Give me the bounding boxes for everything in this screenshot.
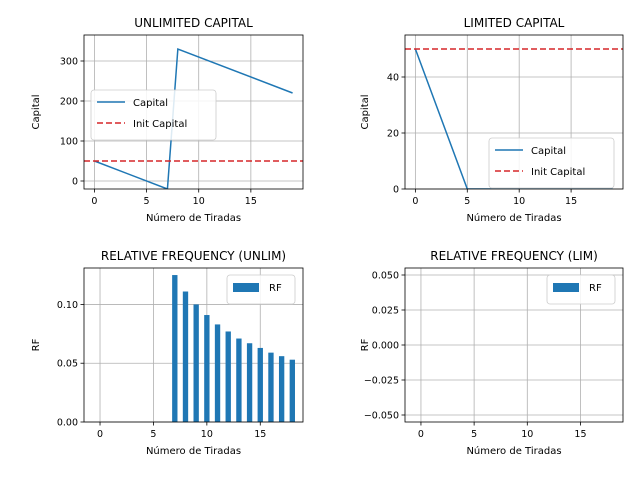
x-tick-label: 5 — [471, 429, 477, 440]
x-tick-label: 10 — [193, 196, 205, 207]
x-tick-label: 0 — [97, 429, 103, 440]
capital-line — [414, 48, 613, 189]
bar — [204, 315, 210, 422]
x-axis-label: Número de Tiradas — [466, 212, 561, 224]
legend-box — [226, 274, 296, 305]
bar — [236, 338, 242, 422]
x-tick-label: 15 — [254, 429, 266, 440]
bar — [193, 304, 199, 422]
legend-label: Capital — [133, 98, 168, 109]
legend: RF — [226, 274, 296, 305]
bar — [225, 331, 231, 422]
legend-swatch — [233, 283, 259, 292]
legend-label: Init Capital — [133, 119, 187, 130]
y-tick-label: 0.000 — [372, 341, 399, 352]
x-tick-label: 0 — [418, 429, 424, 440]
y-tick-label: 200 — [60, 97, 78, 108]
axes-frame — [404, 34, 624, 190]
x-tick-label: 10 — [521, 429, 533, 440]
bar — [268, 352, 274, 422]
bar — [246, 343, 253, 422]
chart-title: RELATIVE FREQUENCY (UNLIM) — [101, 249, 286, 263]
x-tick-label: 5 — [150, 429, 156, 440]
bar — [182, 291, 189, 422]
y-tick-label: 40 — [387, 73, 399, 84]
y-axis-label: Capital — [360, 94, 371, 129]
y-tick-label: −0.025 — [364, 376, 399, 387]
y-tick-label: 0 — [393, 185, 399, 196]
y-tick-label: 0.025 — [372, 306, 399, 317]
y-tick-label: 0.050 — [372, 271, 399, 282]
x-axis-label: Número de Tiradas — [466, 445, 561, 457]
y-axis-label: RF — [360, 338, 371, 351]
subplot-3: 0 5 10 15 0.00 0.05 0.10 RELATIVE FREQUENCY (UN… — [31, 249, 304, 457]
plot-data — [172, 275, 295, 422]
y-tick-label: 0.05 — [57, 359, 78, 370]
y-tick-label: 0 — [72, 177, 78, 188]
axes-frame — [83, 267, 304, 423]
x-tick-label: 5 — [144, 196, 150, 207]
x-tick-label: 10 — [201, 429, 213, 440]
y-tick-label: 0.00 — [57, 418, 78, 429]
legend: Capital Init Capital — [488, 137, 615, 189]
bar — [172, 275, 178, 422]
legend-label: RF — [589, 283, 602, 294]
chart-title: UNLIMITED CAPITAL — [134, 16, 253, 30]
chart-title: LIMITED CAPITAL — [464, 16, 565, 30]
x-tick-label: 5 — [464, 196, 470, 207]
x-tick-label: 10 — [513, 196, 525, 207]
bar — [214, 324, 221, 422]
y-tick-label: −0.050 — [364, 411, 399, 422]
bar — [289, 359, 295, 422]
x-tick-label: 15 — [574, 429, 586, 440]
y-tick-label: 300 — [60, 57, 78, 68]
subplot-4: 0 5 10 15 −0.050 −0.025 0.000 0.025 0.050 RELATIV… — [360, 249, 624, 457]
x-tick-label: 15 — [245, 196, 257, 207]
legend-swatch — [553, 283, 579, 292]
y-tick-label: 20 — [387, 129, 399, 140]
legend-label: Init Capital — [531, 167, 585, 178]
bar — [278, 356, 285, 422]
y-tick-label: 100 — [60, 137, 78, 148]
x-tick-label: 0 — [412, 196, 418, 207]
y-axis-label: Capital — [31, 94, 42, 129]
legend-box — [546, 274, 616, 305]
axes-frame — [83, 34, 304, 190]
legend: Capital Init Capital — [90, 89, 217, 141]
y-tick-label: 0.10 — [57, 300, 78, 311]
x-axis-label: Número de Tiradas — [146, 445, 241, 457]
plot-data — [405, 48, 623, 189]
legend-label: Capital — [531, 146, 566, 157]
x-tick-label: 0 — [91, 196, 97, 207]
x-tick-label: 15 — [565, 196, 577, 207]
legend: RF — [546, 274, 616, 305]
chart-title: RELATIVE FREQUENCY (LIM) — [430, 249, 598, 263]
x-axis-label: Número de Tiradas — [146, 212, 241, 224]
bar — [257, 347, 263, 422]
legend-label: RF — [269, 283, 282, 294]
y-axis-label: RF — [31, 338, 42, 351]
subplot-2: 0 5 10 15 0 20 40 LIMITED CAPITAL Número de Tira… — [360, 16, 624, 224]
subplot-1: 0 5 10 15 0 100 200 300 UNLIMITED CAPITAL Número … — [31, 16, 304, 224]
